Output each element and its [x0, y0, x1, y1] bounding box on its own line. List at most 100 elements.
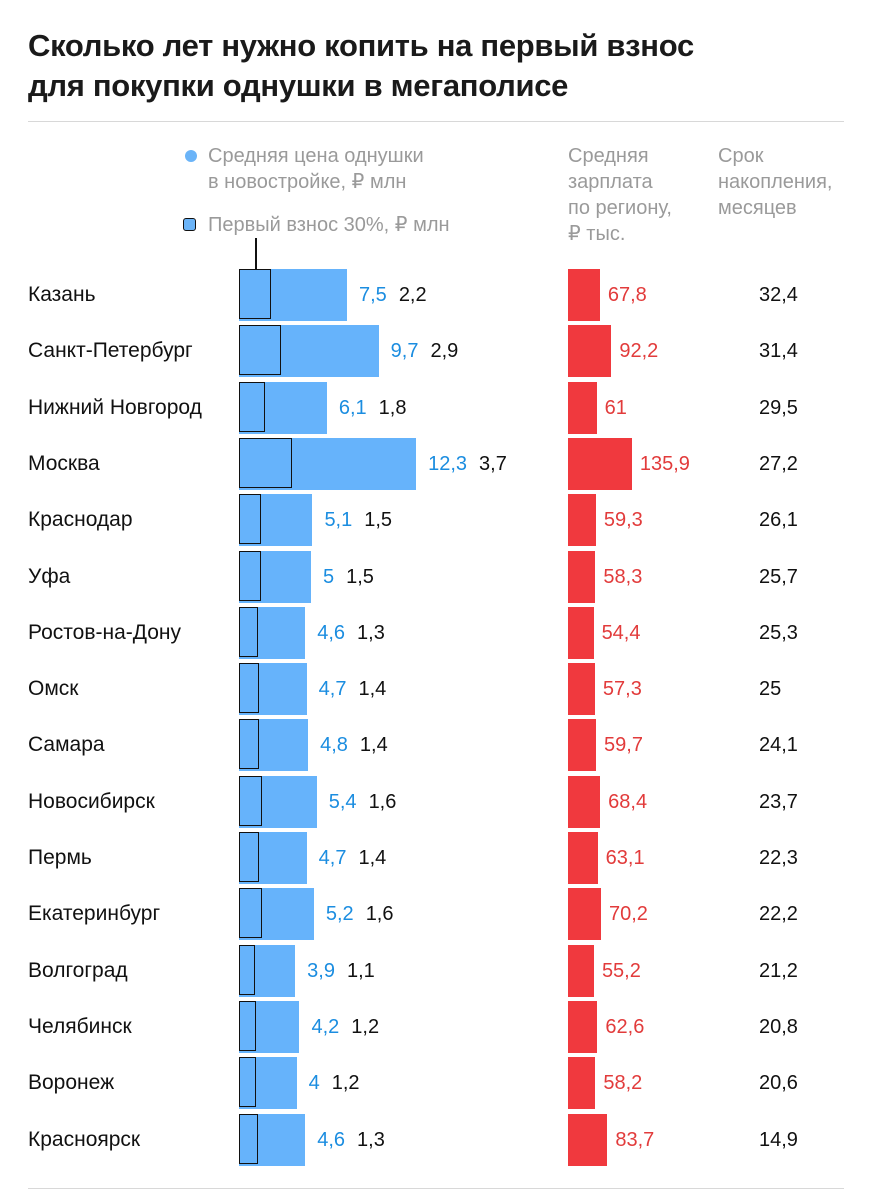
price-bar	[239, 944, 296, 997]
price-bar	[239, 663, 307, 716]
months-header-line-3: месяцев	[718, 197, 797, 219]
salary-value-label: 92,2	[619, 340, 659, 363]
salary-value-label: 68,4	[608, 790, 648, 813]
top-divider	[28, 121, 844, 122]
down-payment-bar	[239, 832, 260, 882]
city-label: Нижний Новгород	[28, 395, 202, 419]
price-bar	[239, 888, 314, 941]
table-row: Уфа 5 1,5 58,3 25,7	[0, 549, 872, 605]
down-payment-value-label: 1,4	[358, 847, 387, 869]
salary-value-label: 70,2	[608, 903, 648, 926]
price-bar	[239, 1113, 306, 1166]
down-payment-bar	[239, 550, 261, 601]
table-row: Пермь 4,7 1,4 63,1 22,3	[0, 830, 872, 886]
table-row: Казань 7,5 2,2 67,8 32,4	[0, 267, 872, 323]
legend-price-line-1: Средняя цена однушки	[208, 145, 424, 167]
down-payment-value-label: 1,6	[365, 903, 394, 926]
down-payment-value-label: 1,2	[331, 1072, 360, 1095]
salary-value-label: 62,6	[605, 1015, 645, 1038]
table-row: Новосибирск 5,4 1,6 68,4 23,7	[0, 774, 872, 830]
price-legend-marker-icon	[185, 150, 197, 162]
price-value-label: 4,7	[318, 847, 347, 869]
down-payment-bar	[239, 719, 260, 770]
legend-price: Средняя цена однушки в новостройке, ₽ мл…	[208, 143, 424, 195]
price-value-label: 5,2	[325, 903, 354, 926]
price-bar	[239, 1057, 297, 1110]
down-payment-bar	[239, 381, 265, 432]
down-payment-value-label: 1,3	[357, 621, 385, 644]
chart-title-line-1: Сколько лет нужно копить на первый взнос	[28, 28, 694, 63]
table-row: Волгоград 3,9 1,1 55,2 21,2	[0, 943, 872, 999]
price-bar	[239, 550, 311, 603]
city-label: Омск	[28, 677, 79, 701]
months-value-label: 22,3	[759, 847, 798, 869]
down-payment-value-label: 3,7	[479, 452, 507, 475]
down-payment-value-label: 1,8	[378, 396, 407, 419]
chart-title: Сколько лет нужно копить на первый взнос…	[28, 26, 848, 106]
price-value-label: 5,4	[328, 790, 357, 813]
down-payment-value-label: 1,5	[346, 565, 374, 588]
table-row: Самара 4,8 1,4 59,7 24,1	[0, 717, 872, 773]
table-row: Краснодар 5,1 1,5 59,3 26,1	[0, 492, 872, 548]
city-label: Пермь	[28, 846, 92, 869]
down-payment-bar	[239, 437, 293, 488]
down-payment-bar	[239, 269, 271, 319]
months-value-label: 32,4	[759, 284, 798, 306]
months-value-label: 31,4	[759, 340, 798, 363]
city-label: Уфа	[28, 564, 71, 588]
salary-value-label: 67,8	[607, 284, 647, 306]
price-value-label: 5,1	[324, 509, 353, 532]
city-label: Москва	[28, 451, 100, 475]
price-bar	[239, 494, 313, 547]
down-payment-bar	[239, 775, 263, 826]
chart-title-line-2: для покупки однушки в мегаполисе	[28, 68, 569, 103]
down-payment-value-label: 1,4	[359, 734, 388, 757]
table-row: Москва 12,3 3,7 135,9 27,2	[0, 436, 872, 492]
salary-bar	[568, 550, 596, 603]
months-value-label: 22,2	[759, 903, 798, 926]
salary-value-label: 58,3	[603, 565, 643, 588]
price-value-label: 4	[308, 1072, 320, 1095]
price-value-label: 4,2	[311, 1015, 340, 1038]
down-payment-bar	[239, 1000, 257, 1051]
salary-bar	[568, 1057, 596, 1110]
price-bar	[239, 606, 306, 659]
price-value-label: 3,9	[307, 959, 335, 982]
down-payment-bar	[239, 663, 260, 714]
legend-connector-line	[255, 238, 257, 288]
down-payment-value-label: 1,3	[357, 1128, 385, 1151]
salary-bar	[568, 944, 594, 997]
table-row: Санкт-Петербург 9,7 2,9 92,2 31,4	[0, 323, 872, 379]
down-payment-bar	[239, 944, 255, 995]
table-row: Нижний Новгород 6,1 1,8 61 29,5	[0, 380, 872, 436]
city-label: Челябинск	[28, 1014, 132, 1038]
city-label: Санкт-Петербург	[28, 339, 193, 363]
table-row: Красноярск 4,6 1,3 83,7 14,9	[0, 1112, 872, 1168]
months-value-label: 21,2	[759, 959, 798, 982]
months-value-label: 14,9	[759, 1128, 798, 1151]
months-value-label: 26,1	[759, 509, 798, 532]
down-payment-bar	[239, 606, 258, 657]
down-payment-bar	[239, 1113, 258, 1164]
months-header-line-1: Срок	[718, 145, 764, 167]
price-bar	[239, 775, 317, 828]
down-payment-value-label: 2,2	[398, 284, 427, 306]
salary-header-line-1: Средняя	[568, 145, 649, 167]
down-payment-bar	[239, 325, 281, 376]
price-value-label: 6,1	[338, 396, 367, 419]
salary-value-label: 59,7	[604, 734, 643, 757]
price-value-label: 7,5	[359, 284, 387, 306]
bottom-divider	[28, 1188, 844, 1189]
price-bar	[239, 437, 417, 490]
salary-value-label: 135,9	[639, 452, 690, 475]
salary-value-label: 61	[604, 396, 627, 419]
months-value-label: 25,3	[759, 621, 798, 644]
city-label: Волгоград	[28, 958, 128, 982]
down-payment-value-label: 1,2	[351, 1015, 380, 1038]
months-value-label: 24,1	[759, 734, 798, 757]
city-label: Самара	[28, 733, 105, 757]
city-label: Новосибирск	[28, 789, 155, 813]
salary-bar	[568, 1113, 608, 1166]
price-value-label: 4,6	[317, 1128, 346, 1151]
months-value-label: 23,7	[759, 790, 798, 813]
